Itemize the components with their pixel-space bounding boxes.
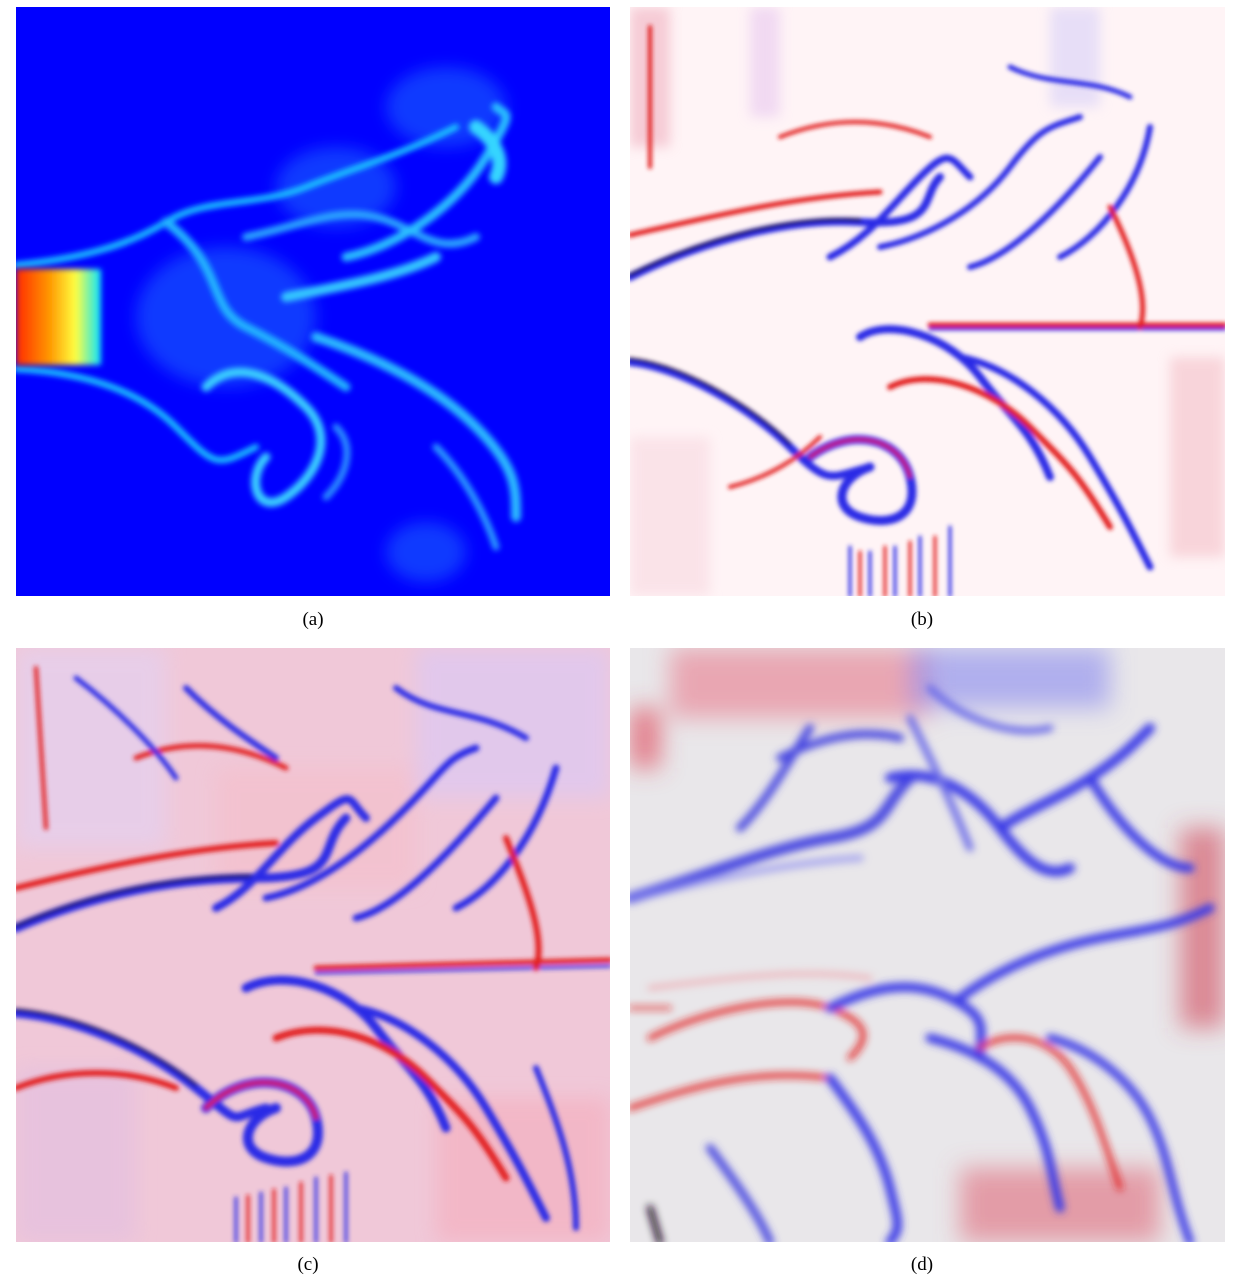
panel-d-image [630,648,1225,1242]
inlet-hotspot [16,269,101,365]
panel-a-image [16,7,610,596]
panel-b-image [630,7,1225,596]
panel-b-field [630,7,1225,596]
caption-c: (c) [297,1254,319,1275]
panel-d-field [630,648,1225,1242]
caption-b: (b) [910,609,934,630]
panel-c-image [16,648,610,1242]
caption-a: (a) [302,609,324,630]
panel-a-plume-field [16,7,610,596]
panel-c-field [16,648,610,1242]
caption-d: (d) [910,1254,934,1275]
